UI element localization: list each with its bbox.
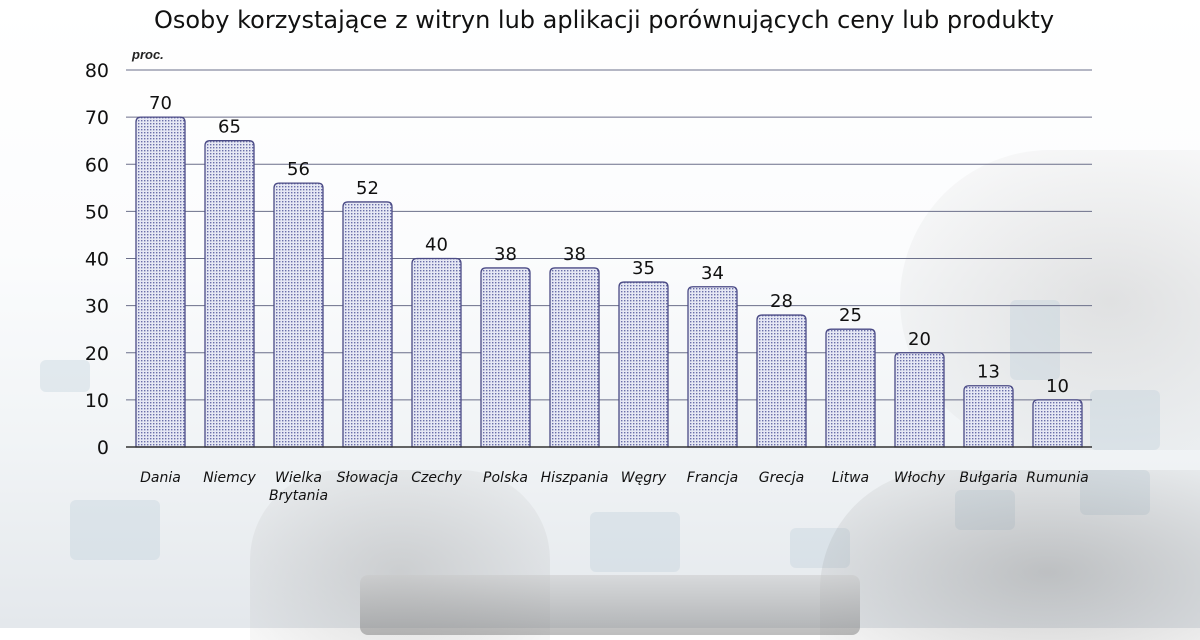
x-tick-label: Włochy <box>894 470 946 486</box>
x-tick-label: Wielka <box>275 470 322 486</box>
bar-11 <box>894 352 945 448</box>
y-axis-ticks: 0 10 20 30 40 50 60 70 80 <box>85 60 109 459</box>
background-app-tile <box>590 512 680 572</box>
bar-5 <box>480 267 531 448</box>
y-tick-label: 10 <box>85 390 109 412</box>
bar-1 <box>204 140 255 448</box>
bar-3 <box>342 201 393 448</box>
x-tick-label: Polska <box>483 470 528 486</box>
data-label: 34 <box>701 263 724 284</box>
x-tick-label: Grecja <box>759 470 804 486</box>
y-axis-unit-label: proc. <box>131 47 164 62</box>
y-tick-label: 40 <box>85 249 109 271</box>
x-tick-label: Niemcy <box>203 470 256 486</box>
bars <box>135 116 1083 448</box>
x-tick-label: Czechy <box>411 470 462 486</box>
y-tick-label: 0 <box>97 437 109 459</box>
background-app-tile <box>1090 390 1160 450</box>
y-tick-label: 50 <box>85 201 109 223</box>
bar-13 <box>1032 399 1083 448</box>
bar-6 <box>549 267 600 448</box>
bar-8 <box>687 286 738 448</box>
y-tick-label: 70 <box>85 107 109 129</box>
x-tick-label: Bułgaria <box>959 470 1017 486</box>
background-app-tile <box>790 528 850 568</box>
data-label: 65 <box>218 117 241 138</box>
data-label: 13 <box>977 362 1000 383</box>
bar-10 <box>825 328 876 448</box>
data-label: 28 <box>770 291 793 312</box>
y-tick-label: 60 <box>85 154 109 176</box>
y-tick-label: 20 <box>85 343 109 365</box>
data-label: 35 <box>632 258 655 279</box>
data-labels: 70 65 56 52 40 38 38 35 34 28 25 20 13 10 <box>149 93 1069 397</box>
background-app-tile <box>1080 470 1150 515</box>
data-label: 56 <box>287 159 310 180</box>
bar-2 <box>273 182 324 448</box>
background-app-tile <box>70 500 160 560</box>
data-label: 10 <box>1046 376 1069 397</box>
background-app-tile <box>955 490 1015 530</box>
x-tick-label: Litwa <box>832 470 869 486</box>
chart-title: Osoby korzystające z witryn lub aplikacj… <box>154 6 1054 34</box>
y-tick-label: 30 <box>85 296 109 318</box>
gridlines <box>126 69 1092 401</box>
x-tick-label: Dania <box>140 470 181 486</box>
data-label: 70 <box>149 93 172 114</box>
data-label: 25 <box>839 305 862 326</box>
data-label: 40 <box>425 235 448 256</box>
bar-9 <box>756 314 807 448</box>
data-label: 20 <box>908 329 931 350</box>
bar-4 <box>411 257 462 448</box>
bar-0 <box>135 116 186 448</box>
x-axis-labels: Dania Niemcy Wielka Brytania Słowacja Czechy P… <box>140 470 1089 504</box>
bar-7 <box>618 281 669 448</box>
x-tick-label: Hiszpania <box>541 470 609 486</box>
data-label: 38 <box>563 244 586 265</box>
data-label: 38 <box>494 244 517 265</box>
bar-12 <box>963 385 1014 448</box>
x-tick-label: Węgry <box>621 470 667 486</box>
data-label: 52 <box>356 178 379 199</box>
y-tick-label: 80 <box>85 60 109 82</box>
background-hand-right <box>820 470 1200 640</box>
background-app-tile <box>40 360 90 392</box>
background-app-tile <box>1010 300 1060 380</box>
x-tick-label: Słowacja <box>337 470 399 486</box>
x-tick-label: Francja <box>687 470 738 486</box>
x-tick-label: Brytania <box>269 488 328 504</box>
background-tablet <box>360 575 860 635</box>
x-tick-label: Rumunia <box>1026 470 1088 486</box>
